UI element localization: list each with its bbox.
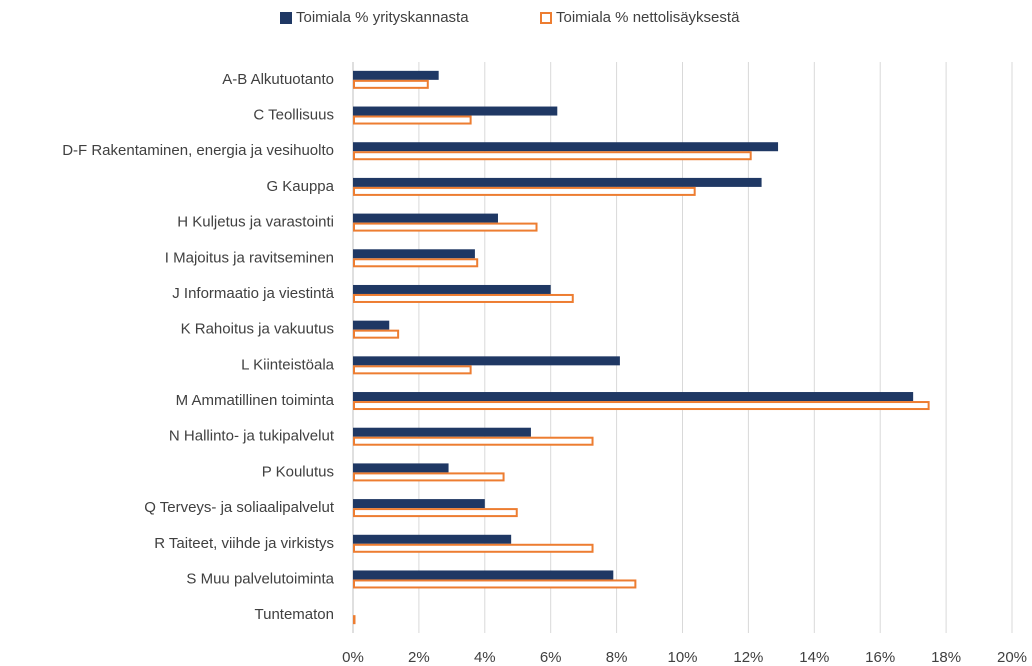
bar xyxy=(353,142,779,152)
bar xyxy=(353,472,505,482)
bar xyxy=(353,79,429,89)
y-tick-label: H Kuljetus ja varastointi xyxy=(177,214,334,231)
bar xyxy=(353,427,531,437)
x-tick-label: 4% xyxy=(474,649,496,666)
bar xyxy=(353,463,449,473)
bar xyxy=(353,249,475,259)
bar xyxy=(353,258,479,268)
bar xyxy=(353,543,594,553)
x-tick-label: 18% xyxy=(931,649,961,666)
y-tick-label: Q Terveys- ja soliaalipalvelut xyxy=(144,499,335,516)
x-tick-label: 8% xyxy=(606,649,628,666)
bar xyxy=(353,401,930,411)
bar xyxy=(353,177,762,187)
bar xyxy=(353,356,620,366)
bar xyxy=(353,151,752,161)
bar xyxy=(353,392,914,402)
bar xyxy=(353,186,696,196)
bar xyxy=(353,508,518,518)
bar xyxy=(353,329,400,339)
x-tick-label: 14% xyxy=(799,649,829,666)
y-tick-label: G Kauppa xyxy=(266,178,334,195)
y-tick-label: J Informaatio ja viestintä xyxy=(172,285,334,302)
x-tick-label: 6% xyxy=(540,649,562,666)
x-tick-label: 16% xyxy=(865,649,895,666)
y-tick-label: S Muu palvelutoiminta xyxy=(186,570,334,587)
y-tick-label: P Koulutus xyxy=(262,463,334,480)
bar xyxy=(353,499,485,509)
y-tick-label: C Teollisuus xyxy=(253,107,334,124)
bar xyxy=(353,534,512,544)
x-tick-label: 20% xyxy=(997,649,1027,666)
bar xyxy=(353,293,574,303)
y-tick-label: A-B Alkutuotanto xyxy=(222,71,334,88)
bar xyxy=(353,115,472,125)
y-tick-label: I Majoitus ja ravitseminen xyxy=(165,249,334,266)
bar xyxy=(353,320,390,330)
legend-swatch xyxy=(280,12,292,24)
bar xyxy=(353,365,472,375)
bar xyxy=(353,570,614,580)
y-tick-label: M Ammatillinen toiminta xyxy=(176,392,335,409)
y-tick-label: D-F Rakentaminen, energia ja vesihuolto xyxy=(62,142,334,159)
y-tick-label: L Kiinteistöala xyxy=(241,356,334,373)
bar xyxy=(353,615,356,625)
bar xyxy=(353,579,637,589)
y-tick-label: R Taiteet, viihde ja virkistys xyxy=(154,535,334,552)
x-tick-label: 2% xyxy=(408,649,430,666)
bar xyxy=(353,213,498,223)
legend-label: Toimiala % yrityskannasta xyxy=(296,9,469,26)
bar xyxy=(353,436,594,446)
y-tick-label: N Hallinto- ja tukipalvelut xyxy=(169,428,335,445)
x-tick-label: 10% xyxy=(667,649,697,666)
bar xyxy=(353,106,558,116)
legend-swatch xyxy=(540,12,552,24)
bar xyxy=(353,284,551,294)
y-tick-label: Tuntematon xyxy=(255,606,335,623)
x-tick-label: 12% xyxy=(733,649,763,666)
legend-label: Toimiala % nettolisäyksestä xyxy=(556,9,740,26)
bar xyxy=(353,222,538,232)
x-tick-label: 0% xyxy=(342,649,364,666)
y-tick-label: K Rahoitus ja vakuutus xyxy=(181,321,334,338)
bar xyxy=(353,70,439,80)
